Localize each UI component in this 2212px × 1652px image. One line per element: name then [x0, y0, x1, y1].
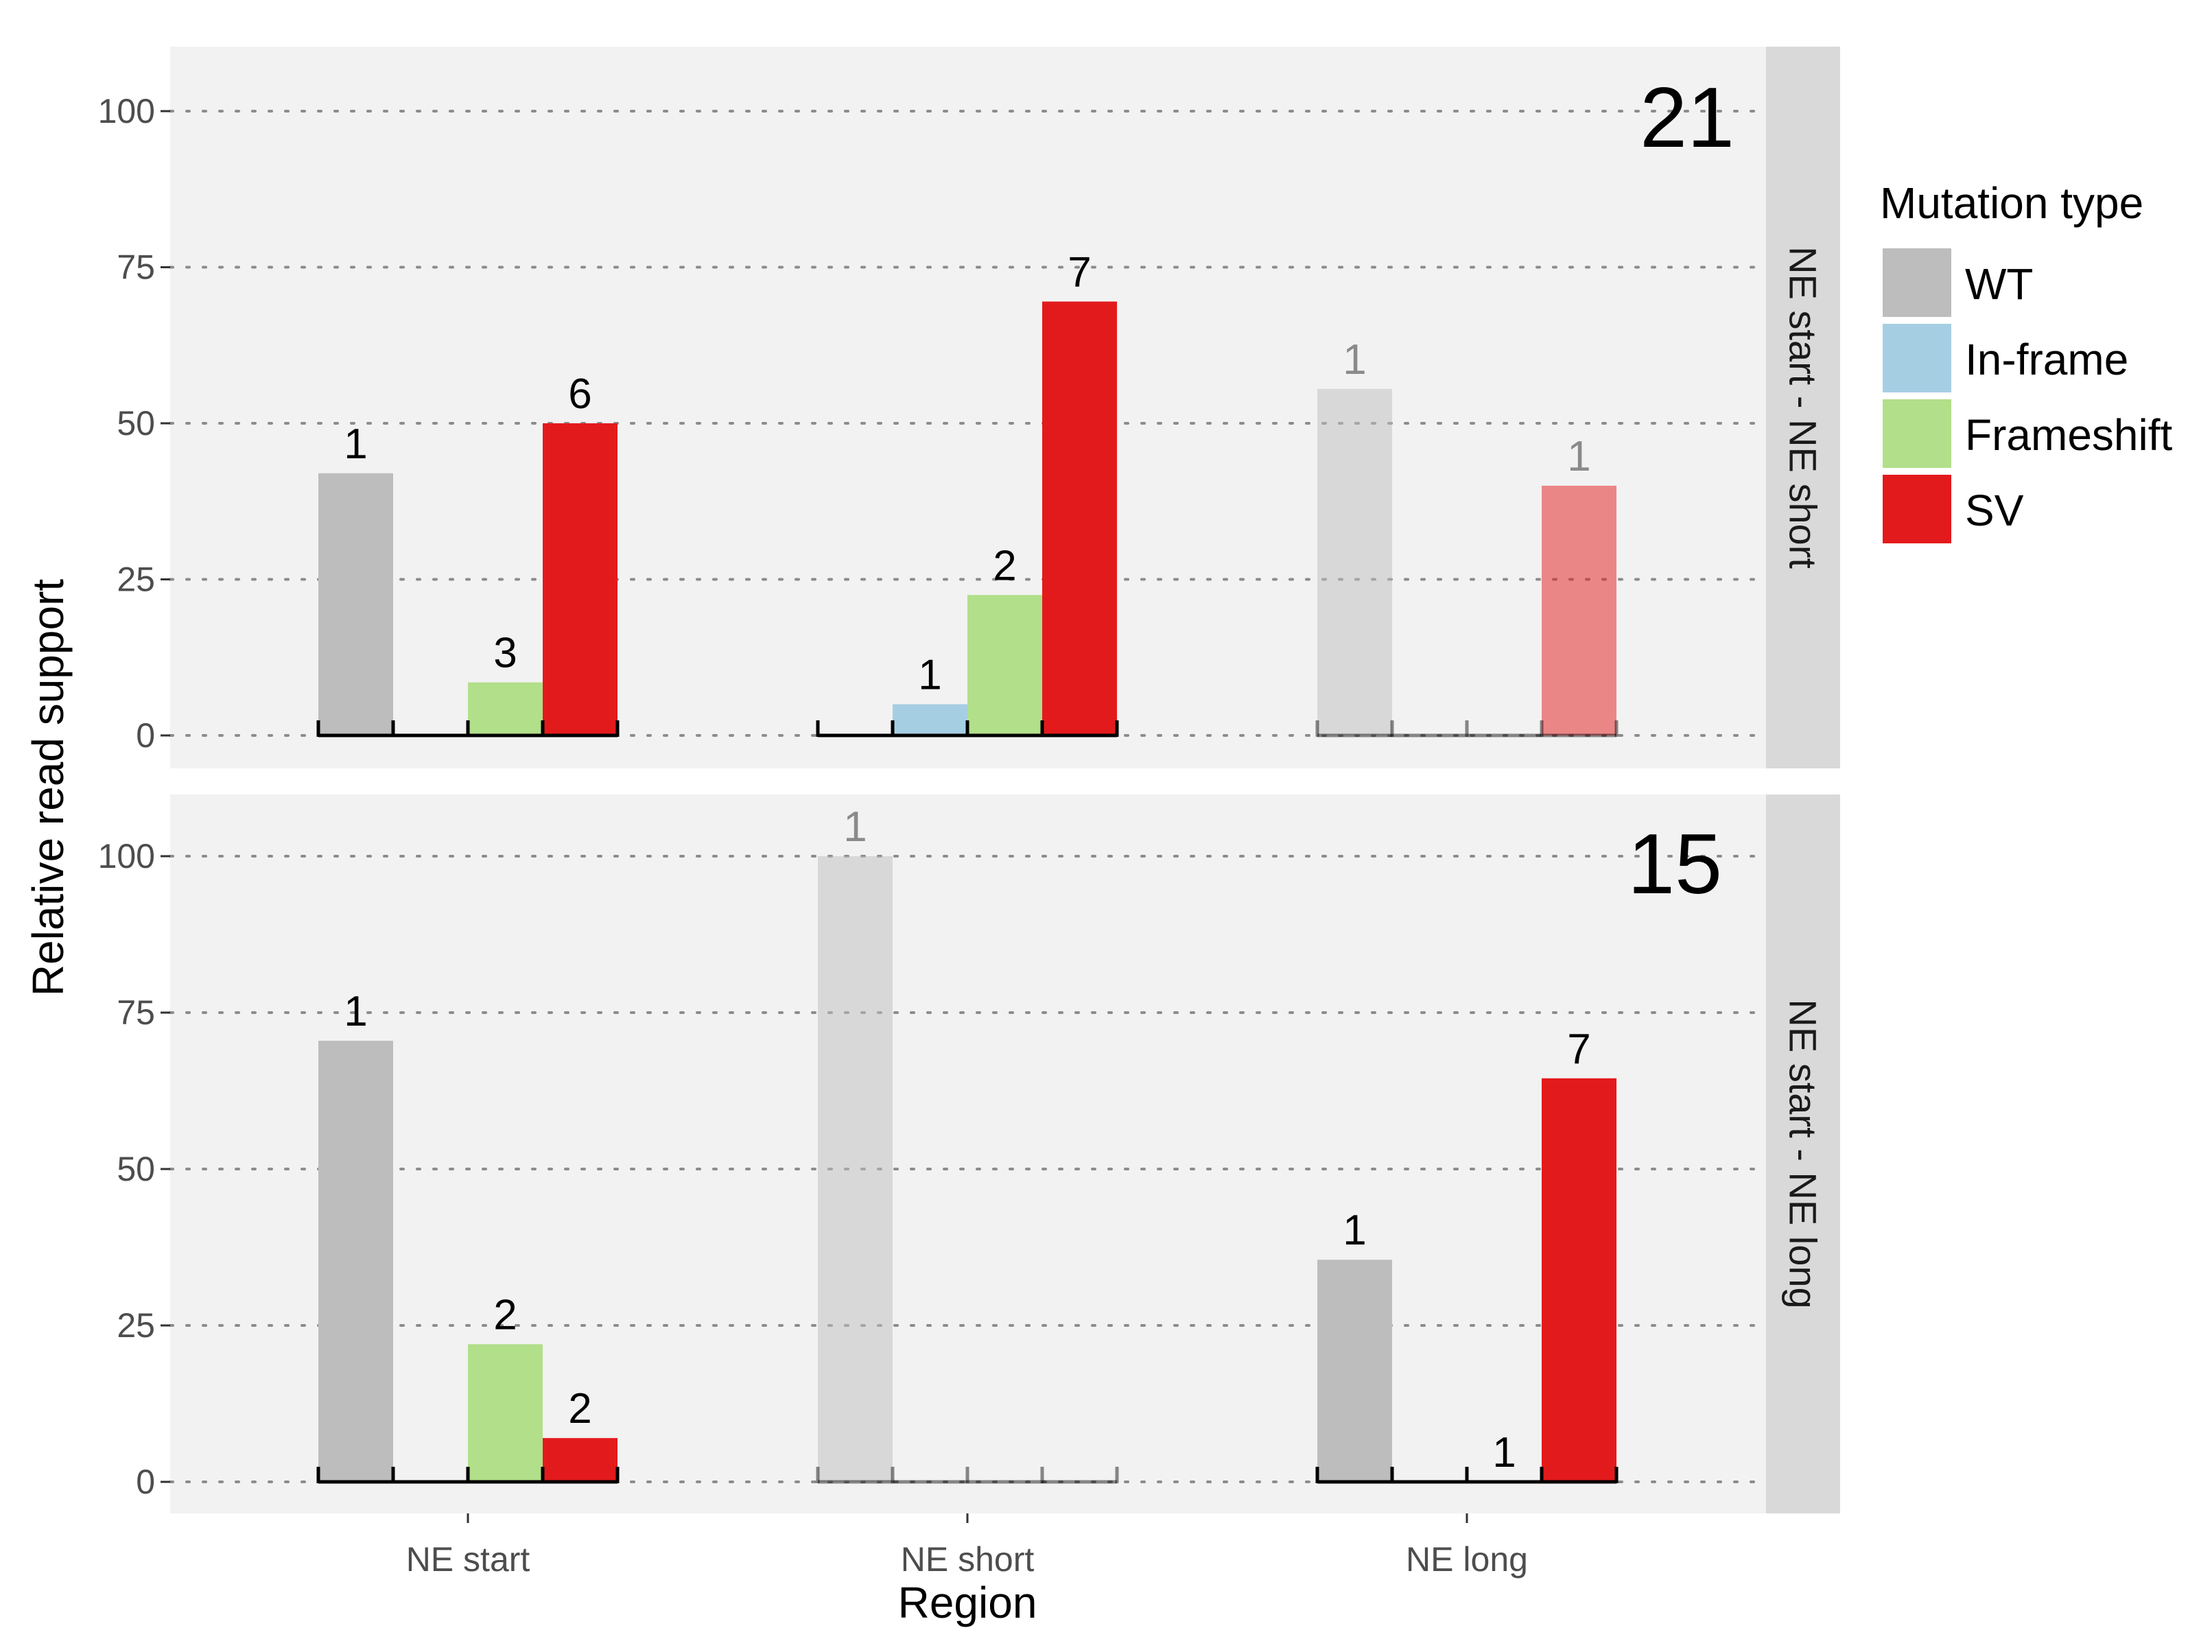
- bar-group-ne-start: 1 2 2: [316, 988, 620, 1484]
- y-tick-label: 75: [117, 248, 155, 287]
- bar-count-label: 2: [493, 1291, 517, 1338]
- x-tick-label-ne-short: NE short: [901, 1540, 1035, 1579]
- bar-sv: [1542, 1078, 1616, 1482]
- bar-count-label: 7: [1068, 249, 1091, 296]
- legend-swatch-in-frame: [1883, 324, 1951, 392]
- bar-group-ne-long: 11: [1315, 336, 1619, 738]
- bar-group-ne-short: 1 2 7: [816, 249, 1119, 738]
- legend-swatch-sv: [1883, 475, 1951, 543]
- panel-count: 21: [1640, 71, 1734, 165]
- facet-strip-label: NE start - NE long: [1782, 999, 1825, 1308]
- y-tick-label: 25: [117, 1306, 155, 1345]
- bar-count-label: 1: [1492, 1429, 1516, 1476]
- bar-in-frame: [893, 704, 967, 735]
- bar-count-label: 2: [993, 542, 1016, 589]
- legend-swatch-wt: [1883, 248, 1951, 317]
- y-axis-title: Relative read support: [23, 579, 73, 997]
- legend-label-sv: SV: [1965, 486, 2024, 535]
- bar-wt: [318, 473, 393, 735]
- bar-count-label: 3: [493, 630, 517, 677]
- legend-label-wt: WT: [1965, 259, 2034, 309]
- y-tick-label: 50: [117, 1150, 155, 1188]
- bar-wt: [1317, 388, 1392, 735]
- panel-count: 15: [1627, 817, 1722, 912]
- bar-wt: [1317, 1260, 1392, 1482]
- bar-count-label: 1: [344, 421, 367, 468]
- bar-count-label: 2: [568, 1385, 591, 1432]
- bar-wt: [318, 1041, 393, 1482]
- y-tick-label: 75: [117, 993, 155, 1032]
- facet-strip: [1766, 794, 1840, 1513]
- y-tick-label: 0: [136, 716, 155, 755]
- y-tick-label: 25: [117, 560, 155, 599]
- bar-frameshift: [468, 682, 543, 735]
- bar-group-ne-short: 1: [816, 803, 1119, 1484]
- bar-count-label: 1: [1343, 336, 1366, 384]
- bar-group-ne-start: 1 3 6: [316, 370, 620, 738]
- x-axis-title: Region: [898, 1578, 1037, 1627]
- panel-background: [170, 794, 1766, 1513]
- bar-count-label: 7: [1567, 1026, 1590, 1073]
- legend-label-frameshift: Frameshift: [1965, 410, 2173, 460]
- y-tick-label: 50: [117, 404, 155, 442]
- bar-count-label: 1: [1567, 433, 1590, 480]
- bar-count-label: 1: [1343, 1207, 1366, 1254]
- bar-sv: [543, 1438, 617, 1482]
- y-tick-label: 100: [98, 837, 155, 875]
- x-tick-label-ne-long: NE long: [1406, 1540, 1528, 1579]
- bar-count-label: 6: [568, 370, 591, 418]
- bar-frameshift: [967, 595, 1042, 735]
- bar-count-label: 1: [344, 988, 367, 1035]
- bar-wt: [818, 856, 893, 1482]
- bar-count-label: 1: [918, 652, 941, 699]
- y-tick-label: 100: [98, 92, 155, 130]
- legend-title: Mutation type: [1880, 178, 2143, 228]
- facet-strip-label: NE start - NE short: [1782, 246, 1825, 569]
- legend: Mutation type WT In-frame Frameshift SV: [1880, 178, 2173, 543]
- bar-frameshift: [468, 1344, 543, 1482]
- bar-count-label: 1: [843, 803, 867, 851]
- bar-sv: [1542, 486, 1616, 735]
- legend-label-in-frame: In-frame: [1965, 335, 2128, 384]
- panel-2: 0 25 50 75 100 NE start - NE long 15 1 2 2 1 1 1 7: [98, 794, 1840, 1513]
- facet-strip: [1766, 47, 1840, 768]
- bar-group-ne-long: 1 1 7: [1315, 1026, 1619, 1484]
- bar-sv: [543, 423, 617, 735]
- legend-swatch-frameshift: [1883, 399, 1951, 468]
- bar-sv: [1042, 301, 1117, 735]
- x-tick-label-ne-start: NE start: [406, 1540, 530, 1579]
- y-tick-label: 0: [136, 1463, 155, 1501]
